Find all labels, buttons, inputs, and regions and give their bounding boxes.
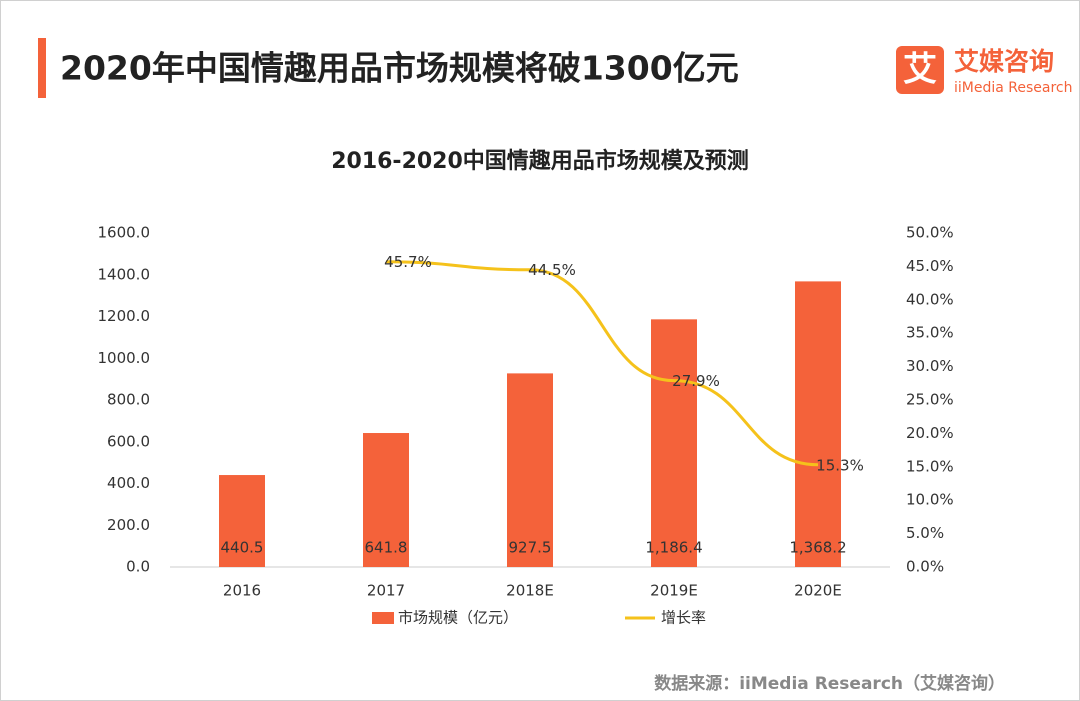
y2-tick-label: 5.0% <box>906 524 944 542</box>
y2-tick-label: 45.0% <box>906 257 954 275</box>
bar-value-label: 641.8 <box>365 539 408 557</box>
x-tick-label: 2017 <box>367 582 405 600</box>
y-tick-label: 1000.0 <box>98 349 151 367</box>
y2-tick-label: 20.0% <box>906 424 954 442</box>
y2-tick-label: 15.0% <box>906 457 954 475</box>
line-value-label: 45.7% <box>384 253 432 271</box>
legend-label: 增长率 <box>661 609 706 627</box>
growth-line <box>385 260 819 467</box>
bar <box>651 319 697 567</box>
legend-swatch <box>372 612 394 624</box>
source: 数据来源：iiMedia Research（艾媒咨询） <box>654 673 1005 694</box>
line-value-label: 44.5% <box>528 261 576 279</box>
y-tick-label: 800.0 <box>107 391 150 409</box>
logo-icon-box <box>896 46 944 94</box>
y-tick-label: 1600.0 <box>98 224 151 242</box>
y2-tick-label: 35.0% <box>906 324 954 342</box>
logo-icon: 艾 <box>903 50 937 90</box>
y-tick-label: 400.0 <box>107 474 150 492</box>
logo-english: iiMedia Research <box>954 80 1073 96</box>
legend-label: 市场规模（亿元） <box>398 609 518 627</box>
title-accent <box>38 38 46 98</box>
bar <box>507 373 553 567</box>
y2-tick-label: 0.0% <box>906 558 944 576</box>
y2-tick-label: 25.0% <box>906 391 954 409</box>
chart-title: 2016-2020中国情趣用品市场规模及预测 <box>331 148 749 174</box>
bar-value-label: 1,186.4 <box>645 539 702 557</box>
y-tick-label: 600.0 <box>107 432 150 450</box>
y2-tick-label: 50.0% <box>906 224 954 242</box>
page-title: 2020年中国情趣用品市场规模将破1300亿元 <box>60 49 739 88</box>
y-tick-label: 200.0 <box>107 516 150 534</box>
bar <box>795 281 841 567</box>
x-tick-label: 2020E <box>794 582 842 600</box>
y2-tick-label: 40.0% <box>906 290 954 308</box>
line-value-label: 27.9% <box>672 372 720 390</box>
y-tick-label: 1200.0 <box>98 307 151 325</box>
y2-tick-label: 10.0% <box>906 491 954 509</box>
bar-value-label: 1,368.2 <box>789 539 846 557</box>
x-tick-label: 2019E <box>650 582 698 600</box>
y2-tick-label: 30.0% <box>906 357 954 375</box>
bar-value-label: 440.5 <box>221 539 264 557</box>
x-tick-label: 2018E <box>506 582 554 600</box>
y-tick-label: 1400.0 <box>98 265 151 283</box>
bar-value-label: 927.5 <box>509 539 552 557</box>
bar <box>363 433 409 567</box>
x-tick-label: 2016 <box>223 582 261 600</box>
logo-name: 艾媒咨询 <box>954 47 1054 76</box>
bar <box>219 475 265 567</box>
line-value-label: 15.3% <box>816 456 864 474</box>
y-tick-label: 0.0 <box>126 558 150 576</box>
